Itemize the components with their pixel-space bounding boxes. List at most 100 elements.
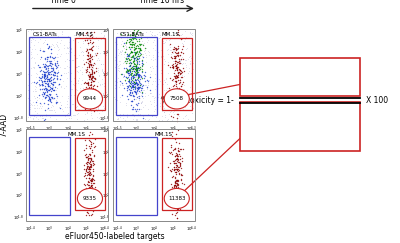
Point (160, 62, 167, 66)
Point (64, 105, 70, 109)
Point (136, 56, 142, 60)
Point (134, 95, 141, 98)
Point (86, 171, 92, 175)
Point (127, 90, 133, 94)
Point (161, 78, 168, 82)
Point (156, 36, 163, 40)
Point (126, 73, 133, 77)
Point (89, 75, 95, 78)
Point (49, 55, 55, 59)
Point (177, 105, 183, 109)
Point (177, 88, 183, 92)
Point (68, 46, 74, 50)
Point (116, 95, 123, 99)
Point (82, 49, 89, 53)
Point (135, 85, 141, 89)
Point (130, 87, 136, 91)
Point (90, 92, 96, 96)
Point (83, 67, 89, 71)
Point (84, 156, 91, 159)
Point (67, 65, 74, 69)
Point (175, 94, 181, 98)
Point (174, 166, 180, 170)
Point (187, 61, 193, 64)
Point (124, 84, 131, 88)
Point (131, 41, 138, 45)
Point (126, 78, 133, 82)
Point (83, 96, 90, 100)
Point (42, 65, 48, 69)
Point (86, 183, 92, 187)
Point (138, 42, 144, 45)
Point (129, 90, 136, 94)
Point (84, 81, 90, 85)
Point (172, 151, 179, 155)
Point (166, 42, 173, 46)
Point (128, 43, 134, 47)
Point (126, 77, 132, 81)
Point (34, 52, 40, 56)
Point (162, 80, 168, 84)
Point (92, 76, 98, 79)
Point (91, 71, 98, 75)
Point (179, 156, 185, 160)
Point (136, 79, 143, 83)
Point (134, 43, 140, 47)
Point (38, 76, 44, 80)
Point (54, 87, 60, 90)
Point (134, 85, 141, 89)
Point (126, 37, 133, 41)
Point (44, 69, 50, 73)
Point (133, 44, 139, 48)
Point (84, 86, 91, 90)
Point (50, 74, 57, 78)
Point (83, 81, 89, 85)
Point (50, 56, 56, 60)
Point (169, 50, 175, 54)
Point (85, 200, 92, 204)
Point (26, 115, 33, 119)
Point (168, 63, 175, 67)
Point (134, 86, 140, 90)
Point (138, 74, 144, 78)
Point (178, 173, 185, 177)
Point (169, 130, 176, 134)
Point (93, 107, 99, 111)
Point (176, 77, 183, 81)
Point (46, 92, 52, 96)
Point (52, 63, 58, 67)
Point (44, 107, 50, 111)
Point (83, 161, 89, 165)
Point (130, 93, 136, 97)
Point (132, 67, 138, 71)
Point (162, 33, 169, 37)
Point (47, 93, 53, 96)
Point (36, 66, 42, 69)
Point (145, 112, 152, 116)
Point (171, 102, 178, 105)
Point (124, 59, 130, 63)
Point (179, 97, 186, 101)
Point (84, 80, 91, 84)
Point (143, 40, 150, 44)
Point (53, 74, 59, 78)
Point (173, 47, 180, 51)
Point (43, 67, 50, 71)
Point (100, 117, 107, 121)
Point (87, 187, 93, 191)
Point (116, 59, 122, 63)
Point (172, 195, 178, 199)
Point (144, 85, 151, 89)
Point (55, 45, 62, 49)
Point (76, 64, 82, 68)
Point (132, 82, 139, 86)
Point (142, 83, 148, 87)
Point (178, 82, 185, 86)
Point (90, 84, 96, 88)
Point (169, 185, 176, 189)
Point (174, 47, 181, 51)
Point (79, 49, 86, 53)
Point (175, 185, 181, 189)
Point (139, 100, 145, 104)
Point (127, 88, 134, 92)
